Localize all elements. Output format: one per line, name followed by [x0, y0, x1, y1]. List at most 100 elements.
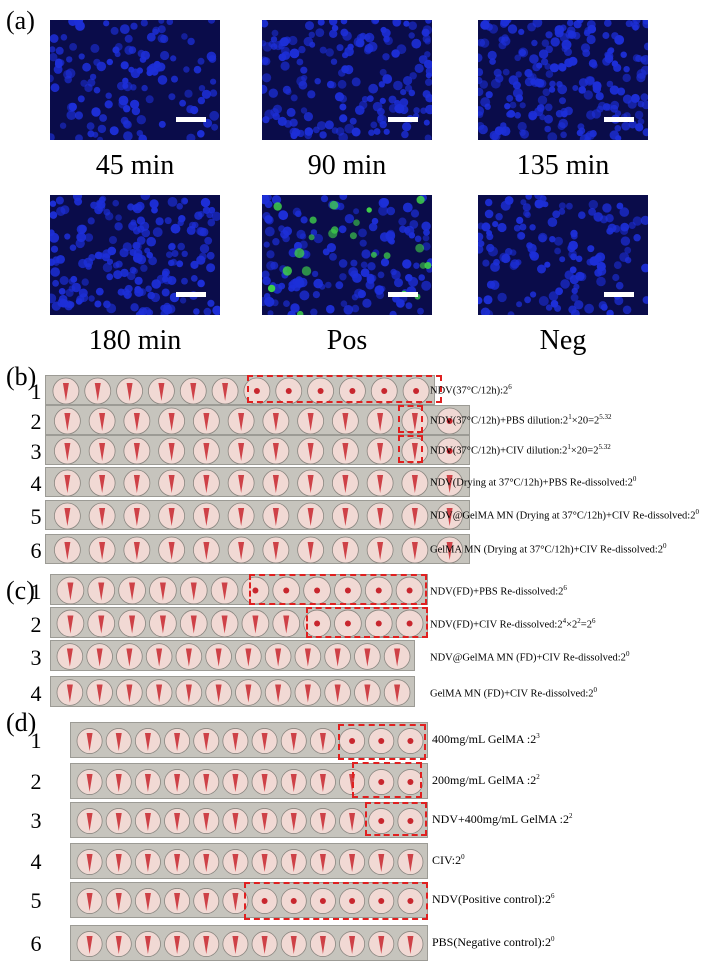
infected-cell — [353, 219, 360, 226]
cell-field — [50, 20, 220, 140]
rbc-streak — [215, 684, 222, 703]
panel-label-b: (b) — [6, 362, 37, 391]
nucleus — [317, 121, 326, 131]
nucleus — [77, 95, 85, 103]
result-label: NDV@GelMA MN (Drying at 37°C/12h)+CIV Re… — [430, 508, 699, 522]
nucleus — [544, 261, 551, 268]
infected-cell — [294, 248, 305, 259]
nucleus — [522, 203, 531, 212]
nucleus — [373, 128, 381, 135]
nucleus — [544, 103, 553, 112]
nucleus — [586, 110, 596, 120]
nucleus — [110, 26, 119, 35]
nucleus — [557, 122, 566, 131]
rbc-button — [349, 388, 356, 394]
nucleus — [399, 98, 409, 107]
nucleus — [556, 81, 563, 88]
rbc-streak — [129, 615, 136, 634]
rbc-streak — [304, 684, 311, 703]
nucleus — [380, 258, 390, 267]
nucleus — [166, 251, 173, 258]
nucleus — [566, 20, 574, 27]
nucleus — [559, 256, 566, 263]
result-label: NDV(37°C/12h)+CIV dilution:21×20=25.32 — [430, 443, 611, 457]
nucleus — [612, 273, 620, 282]
rbc-streak — [133, 475, 140, 493]
nucleus — [631, 21, 640, 31]
infected-cell — [424, 262, 432, 269]
nucleus — [478, 122, 485, 130]
nucleus — [272, 238, 280, 246]
nucleus — [134, 286, 142, 294]
rbc-streak — [144, 936, 151, 954]
scale-bar — [176, 117, 206, 122]
infected-cell — [273, 202, 282, 211]
nucleus — [68, 20, 78, 26]
rbc-streak — [203, 813, 210, 831]
nucleus — [179, 297, 187, 304]
rbc-streak — [272, 443, 279, 461]
nucleus — [405, 302, 413, 310]
nucleus — [270, 108, 279, 117]
nucleus — [262, 73, 272, 83]
nucleus — [158, 20, 165, 24]
rbc-streak — [62, 383, 69, 401]
nucleus — [529, 54, 539, 64]
nucleus — [186, 225, 196, 235]
nucleus — [609, 85, 620, 95]
rbc-streak — [364, 648, 371, 667]
rbc-streak — [307, 443, 314, 461]
nucleus — [298, 45, 306, 54]
ha-strip — [70, 925, 428, 961]
nucleus — [186, 133, 196, 140]
nucleus — [280, 61, 290, 71]
nucleus — [425, 72, 432, 79]
nucleus — [146, 32, 156, 42]
micrograph-135min — [478, 20, 648, 140]
rbc-streak — [203, 936, 210, 954]
ha-plate — [56, 576, 424, 604]
nucleus — [58, 288, 66, 295]
nucleus — [632, 54, 641, 62]
rbc-streak — [159, 615, 166, 634]
nucleus — [96, 200, 103, 207]
ha-plate — [76, 728, 424, 754]
nucleus — [335, 281, 344, 290]
nucleus — [478, 240, 485, 247]
nucleus — [299, 233, 307, 240]
rbc-streak — [319, 936, 326, 954]
nucleus — [351, 294, 359, 301]
nucleus — [489, 58, 496, 65]
nucleus — [124, 34, 133, 43]
nucleus — [313, 126, 320, 134]
nucleus — [66, 56, 73, 63]
nucleus — [212, 305, 220, 315]
nucleus — [622, 94, 633, 104]
nucleus — [312, 291, 320, 299]
nucleus — [518, 28, 525, 35]
nucleus — [145, 95, 154, 104]
nucleus — [368, 83, 379, 94]
rbc-streak — [203, 413, 210, 431]
rbc-streak — [342, 542, 349, 560]
result-label: NDV(FD)+CIV Re-dissolved:24×22=26 — [430, 617, 596, 631]
nucleus — [531, 39, 538, 47]
nucleus — [504, 103, 511, 110]
rbc-streak — [115, 936, 122, 954]
nucleus — [82, 62, 91, 72]
micrograph-45min — [50, 20, 220, 140]
nucleus — [577, 123, 585, 130]
infected-cell — [282, 266, 292, 276]
rbc-streak — [222, 383, 229, 401]
result-label: NDV(Positive control):26 — [432, 892, 555, 906]
cell-field — [478, 195, 648, 315]
rbc-streak — [349, 854, 356, 872]
nucleus — [478, 232, 484, 242]
nucleus — [530, 291, 537, 298]
nucleus — [595, 92, 604, 101]
highlight-box — [247, 375, 442, 403]
rbc-streak — [96, 684, 103, 703]
nucleus — [211, 123, 219, 131]
rbc-streak — [190, 615, 197, 634]
nucleus — [425, 20, 432, 24]
